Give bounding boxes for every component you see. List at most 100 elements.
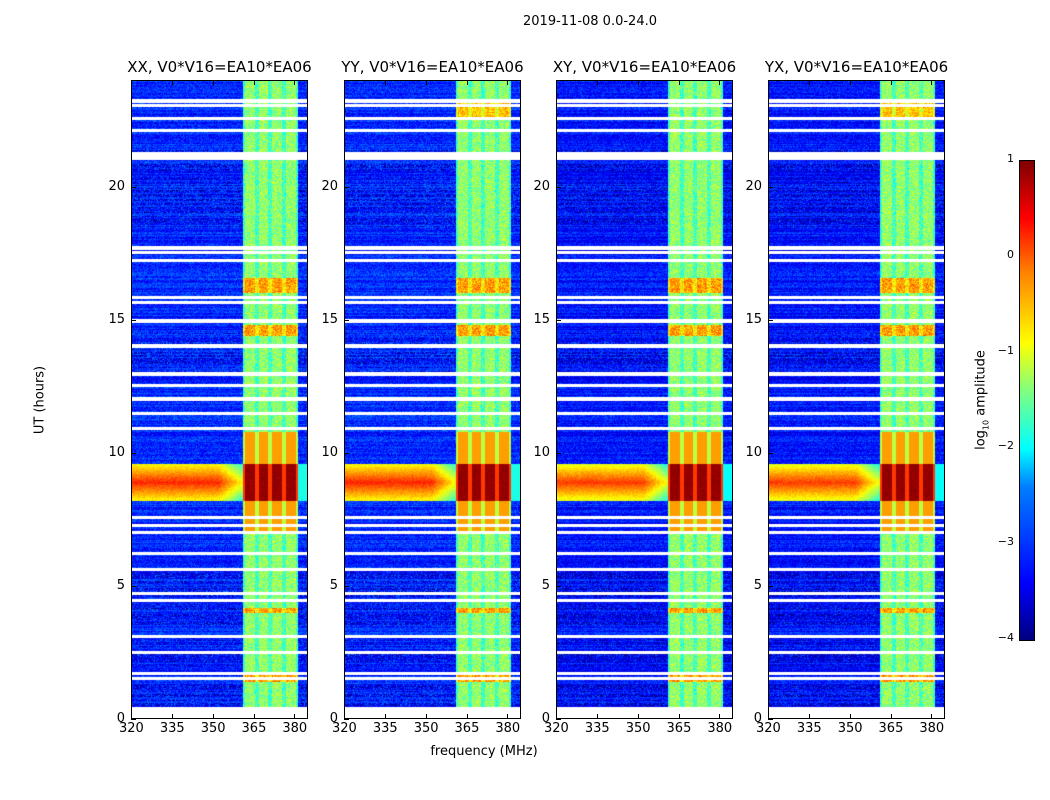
x-tick (768, 714, 769, 719)
y-tick-label: 20 (321, 178, 338, 194)
y-tick (556, 186, 561, 188)
x-tick (637, 714, 639, 719)
plot-frame (131, 80, 308, 719)
x-tick (637, 80, 639, 85)
x-tick (596, 714, 598, 719)
y-tick-label: 0 (541, 711, 550, 726)
x-tick (384, 80, 386, 85)
y-tick-label: 15 (321, 311, 338, 327)
y-tick-label: 5 (116, 577, 125, 593)
panel-title: YX, V0*V16=EA10*EA06 (764, 58, 949, 76)
y-tick (556, 719, 561, 720)
x-axis-label: frequency (MHz) (430, 744, 538, 759)
x-tick (890, 714, 892, 719)
y-tick (768, 319, 773, 321)
x-tick-label: 335 (584, 721, 610, 736)
y-tick-label: 0 (116, 711, 125, 726)
y-tick (556, 585, 561, 587)
y-tick (768, 186, 773, 188)
x-tick (596, 80, 598, 85)
colorbar (1019, 160, 1035, 641)
y-tick-label: 5 (541, 577, 550, 593)
y-tick (344, 186, 349, 188)
y-tick (131, 186, 136, 188)
x-tick (678, 80, 680, 85)
x-tick (425, 714, 427, 719)
x-tick-label: 380 (707, 721, 733, 736)
plot-frame (556, 80, 733, 719)
spectrogram-panel-1: XX, V0*V16=EA10*EA06 320 335 350 365 380 0 5 10 1… (108, 58, 311, 736)
x-tick-label: 350 (413, 721, 439, 736)
y-tick-label: 20 (533, 178, 550, 194)
x-tick-label: 365 (666, 721, 692, 736)
y-axis-label: UT (hours) (32, 365, 48, 435)
heatmap-cells (344, 80, 521, 719)
x-tick (507, 714, 509, 719)
colorbar-tick-label: 1 (1007, 152, 1014, 165)
x-tick (466, 80, 468, 85)
y-tick (131, 719, 136, 720)
x-tick (212, 80, 214, 85)
colorbar-tick-label: −2 (997, 439, 1014, 453)
x-tick-label: 320 (332, 721, 357, 736)
x-tick (849, 80, 851, 85)
x-tick (556, 80, 557, 85)
x-tick (253, 80, 255, 85)
y-tick-label: 10 (321, 444, 338, 460)
x-tick (212, 714, 214, 719)
x-tick-label: 380 (282, 721, 308, 736)
x-tick-label: 365 (878, 721, 904, 736)
x-tick (344, 80, 345, 85)
y-tick-label: 0 (753, 711, 762, 726)
y-tick-label: 10 (108, 444, 125, 460)
y-tick (556, 319, 561, 321)
x-tick-label: 365 (454, 721, 480, 736)
colorbar-label: log10 amplitude (973, 350, 991, 450)
y-tick-label: 5 (753, 577, 762, 593)
x-tick (678, 714, 680, 719)
heatmap-cells (131, 80, 308, 719)
y-tick-label: 20 (745, 178, 762, 194)
y-tick-label: 15 (108, 311, 125, 327)
x-tick (344, 714, 345, 719)
y-tick (131, 585, 136, 587)
colorbar-tick-label: −1 (997, 343, 1014, 357)
x-tick (808, 714, 810, 719)
y-tick (131, 452, 136, 454)
x-tick-label: 320 (756, 721, 781, 736)
y-tick-label: 15 (745, 311, 762, 327)
x-tick (507, 80, 509, 85)
x-tick (131, 714, 132, 719)
spectrogram-panel-4: YX, V0*V16=EA10*EA06 320 335 350 365 380 0 5 10 1… (745, 58, 948, 736)
y-tick (768, 585, 773, 587)
y-tick-label: 0 (329, 711, 338, 726)
x-tick-label: 335 (372, 721, 398, 736)
x-tick-label: 380 (919, 721, 945, 736)
x-tick (384, 714, 386, 719)
x-tick (294, 80, 296, 85)
x-tick (890, 80, 892, 85)
y-tick (768, 719, 773, 720)
heatmap-cells (556, 80, 733, 719)
colorbar-tick-label: −4 (997, 631, 1014, 644)
y-tick (344, 319, 349, 321)
x-tick-label: 350 (837, 721, 863, 736)
heatmap-cells (768, 80, 945, 719)
x-tick (466, 714, 468, 719)
x-tick-label: 380 (495, 721, 521, 736)
x-tick (931, 714, 933, 719)
y-tick (344, 585, 349, 587)
y-tick (344, 452, 349, 454)
x-tick (425, 80, 427, 85)
x-tick-label: 335 (796, 721, 822, 736)
plot-frame (344, 80, 521, 719)
panel-title: YY, V0*V16=EA10*EA06 (341, 58, 524, 76)
x-tick-label: 350 (200, 721, 226, 736)
y-tick (344, 719, 349, 720)
x-tick (931, 80, 933, 85)
panel-title: XX, V0*V16=EA10*EA06 (127, 58, 312, 76)
figure-title: 2019-11-08 0.0-24.0 (523, 14, 657, 29)
spectrogram-panel-2: YY, V0*V16=EA10*EA06 320 335 350 365 380 0 5 10 1… (321, 58, 523, 736)
y-tick-label: 15 (533, 311, 550, 327)
